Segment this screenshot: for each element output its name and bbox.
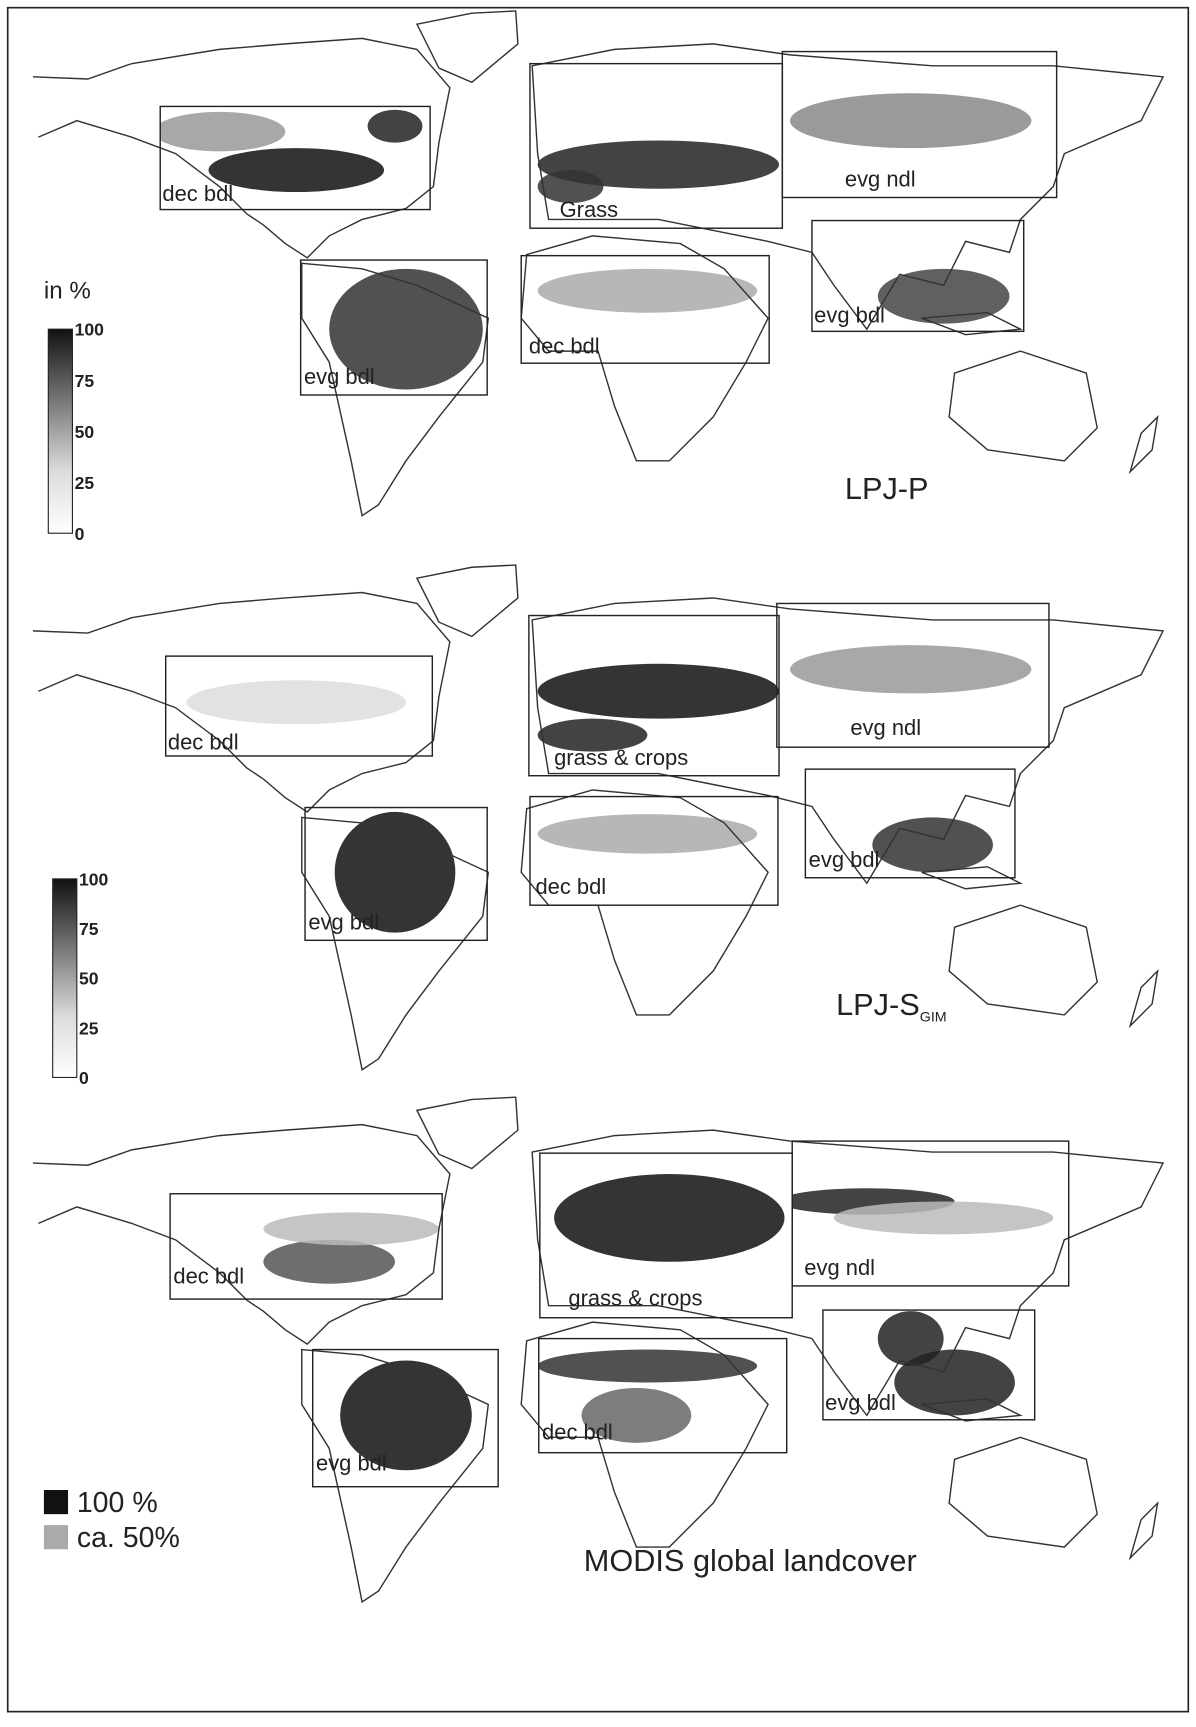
vegetation-shade <box>208 148 384 192</box>
colorbar-tick-label: 50 <box>79 969 99 989</box>
vegetation-shade <box>834 1201 1053 1234</box>
map-panel: dec bdl Grass evg ndl evg bdl dec bdl evg bdl… <box>33 11 1163 544</box>
vegetation-shade <box>187 680 406 724</box>
coastline <box>33 1097 1163 1602</box>
vegetation-shade <box>538 269 757 313</box>
vegetation-shade <box>790 93 1031 148</box>
colorbar-tick-label: 25 <box>75 473 95 493</box>
region-label: grass & crops <box>568 1286 702 1311</box>
figure: dec bdl Grass evg ndl evg bdl dec bdl evg bdl… <box>0 0 1196 1727</box>
region-label: evg ndl <box>845 167 916 192</box>
colorbar-tick-label: 25 <box>79 1018 99 1038</box>
legend-swatch <box>44 1525 68 1549</box>
region-label: evg ndl <box>850 715 921 740</box>
colorbar-tick-label: 50 <box>75 422 95 442</box>
vegetation-shade <box>368 110 423 143</box>
panel-title-subscript: GIM <box>920 1009 947 1025</box>
vegetation-shade <box>154 112 286 151</box>
region-label: evg bdl <box>304 364 375 389</box>
colorbar-tick-label: 100 <box>79 869 109 889</box>
vegetation-shade <box>554 1174 784 1262</box>
coastline <box>33 11 1163 516</box>
frame <box>8 8 1189 1712</box>
region-label: dec bdl <box>529 333 600 358</box>
map-panel: dec bdl grass & crops evg ndl evg bdl dec bd… <box>33 1097 1163 1602</box>
colorbar-tick-label: 75 <box>75 371 95 391</box>
vegetation-shade <box>878 1311 944 1366</box>
region-shading <box>263 1174 1053 1470</box>
region-label: dec bdl <box>535 874 606 899</box>
colorbar-tick-label: 100 <box>75 320 105 340</box>
legend-label: 100 % <box>77 1487 158 1519</box>
page: dec bdl Grass evg ndl evg bdl dec bdl evg bdl… <box>0 0 1196 1727</box>
vegetation-shade <box>263 1240 395 1284</box>
region-label: evg bdl <box>814 303 885 328</box>
colorbar-label: in % <box>44 277 91 304</box>
panel-title: MODIS global landcover <box>584 1543 917 1578</box>
panel-title: LPJ-P <box>845 471 929 506</box>
region-label: dec bdl <box>168 729 239 754</box>
region-label: Grass <box>560 197 619 222</box>
region-label: dec bdl <box>542 1420 613 1445</box>
legend-label: ca. 50% <box>77 1522 180 1554</box>
vegetation-shade <box>790 645 1031 693</box>
panel-title-main: LPJ-S <box>836 987 920 1022</box>
map-panel: dec bdl grass & crops evg ndl evg bdl dec bd… <box>33 565 1163 1088</box>
region-label: evg bdl <box>316 1450 387 1475</box>
panel-title-main: MODIS global landcover <box>584 1543 917 1578</box>
colorbar-tick-label: 0 <box>79 1068 89 1088</box>
colorbar <box>48 329 72 533</box>
vegetation-shade <box>263 1212 439 1245</box>
colorbar <box>53 879 77 1078</box>
legend-swatch <box>44 1490 68 1514</box>
vegetation-shade <box>538 664 779 719</box>
vegetation-shade <box>538 814 757 853</box>
region-label: evg bdl <box>308 909 379 934</box>
region-label: evg bdl <box>825 1390 896 1415</box>
region-label: evg bdl <box>809 847 880 872</box>
region-label: evg ndl <box>804 1255 875 1280</box>
panel-title: LPJ-SGIM <box>836 987 947 1026</box>
colorbar-tick-label: 0 <box>75 524 85 544</box>
panel-title-main: LPJ-P <box>845 471 929 506</box>
region-label: dec bdl <box>173 1264 244 1289</box>
colorbar-tick-label: 75 <box>79 919 99 939</box>
region-label: grass & crops <box>554 745 688 770</box>
region-label: dec bdl <box>162 181 233 206</box>
